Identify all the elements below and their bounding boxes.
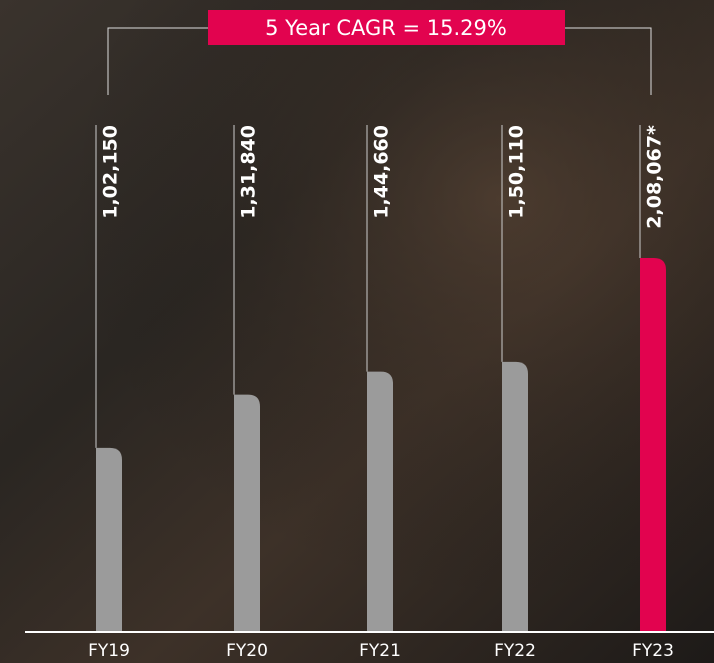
value-label: 1,50,110 [506, 125, 528, 219]
bar [367, 372, 393, 631]
bar [234, 395, 260, 631]
value-label: 1,44,660 [371, 125, 393, 219]
value-label: 1,02,150 [100, 125, 122, 219]
value-label: 2,08,067* [644, 125, 666, 229]
chart: 5 Year CAGR = 15.29% 1,02,150 FY19 1,31,84… [0, 0, 714, 663]
bar [96, 448, 122, 631]
x-tick-label: FY20 [226, 641, 268, 661]
x-tick-label: FY19 [88, 641, 130, 661]
x-tick-label: FY21 [359, 641, 401, 661]
bar [502, 362, 528, 631]
bar [640, 258, 666, 631]
cagr-label: 5 Year CAGR = 15.29% [265, 16, 507, 40]
x-tick-label: FY23 [632, 641, 674, 661]
value-label: 1,31,840 [238, 125, 260, 219]
x-tick-label: FY22 [494, 641, 536, 661]
